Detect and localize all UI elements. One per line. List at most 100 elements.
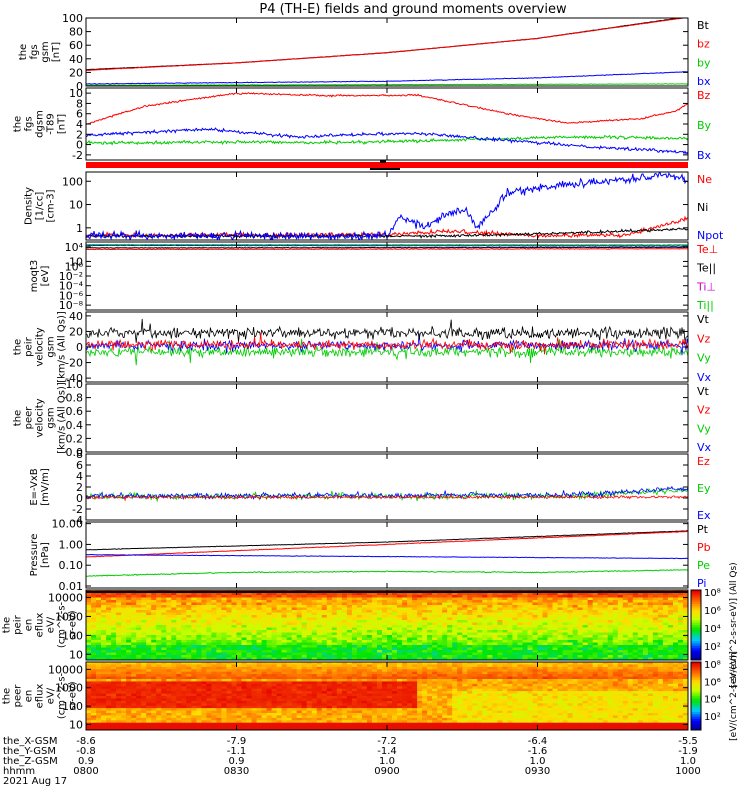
series-line-bt <box>86 18 688 70</box>
y-axis-label: gsm <box>46 407 57 428</box>
y-axis-label: fgs <box>29 44 40 59</box>
y-axis-label: the <box>2 617 13 633</box>
y-tick-label: -20 <box>65 357 83 370</box>
y-tick-label: 0.4 <box>66 419 84 432</box>
panel-dgsm: -20246810thefgsdgsm-T89[nT]BzByBx <box>13 87 712 162</box>
y-tick-label: 20 <box>69 325 83 338</box>
legend-label: Vy <box>697 422 711 435</box>
y-tick-label: 10 <box>69 199 83 212</box>
y-axis-label: [eV] <box>40 266 51 287</box>
legend-label: Vx <box>697 371 712 384</box>
legend-label: Vx <box>697 441 712 454</box>
series-line-vt <box>86 319 688 344</box>
y-tick-label: 40 <box>69 53 83 66</box>
series-line-te <box>86 247 688 248</box>
y-axis-label: [cm-3] <box>46 189 57 222</box>
y-axis-label: velocity <box>35 398 46 437</box>
y-tick-label: 0.2 <box>66 432 84 445</box>
y-tick-label: 1.0 <box>66 378 84 391</box>
y-tick-label: 0.6 <box>66 405 84 418</box>
legend-label: Ey <box>697 482 711 495</box>
y-tick-label: 40 <box>69 310 83 323</box>
y-tick-label: 1 <box>76 222 83 235</box>
chart-svg: P4 (TH-E) fields and ground moments over… <box>0 0 750 800</box>
legend-label: Vt <box>697 313 710 326</box>
legend-label: Bx <box>697 149 712 162</box>
legend-label: Npot <box>697 229 724 242</box>
panel-frame <box>86 242 688 310</box>
legend-label: Pt <box>697 523 709 536</box>
series-line-pb <box>86 531 688 557</box>
panel-frame <box>86 312 688 382</box>
y-tick-label: 0 <box>76 341 83 354</box>
y-axis-label: gsm <box>46 336 57 357</box>
y-axis-label: peir <box>13 614 24 634</box>
panel-peir: -40-2002040thepeirvelocitygsm[km/s (All … <box>13 310 712 385</box>
legend-label: Bt <box>697 19 710 32</box>
series-line-pe <box>86 570 688 577</box>
y-axis-label: [km/s (All Qs)] <box>57 311 68 383</box>
panel-peer: 0.00.20.40.60.81.0thepeervelocitygsm[km/… <box>13 378 712 459</box>
panel-efield: -4-202468E=-VxB[mV/m]EzEyEx <box>29 448 711 527</box>
y-axis-label: [nT] <box>51 42 62 62</box>
legend-label: bx <box>697 75 711 88</box>
panel-frame <box>86 18 688 86</box>
legend-label: Ez <box>697 455 710 468</box>
panel-moqt3: 10⁴10⁲10⁰10⁻²10⁻⁴10⁻⁶10⁻⁸moqt3[eV]Te⊥Te|… <box>29 241 718 312</box>
series-line-pi <box>86 555 688 559</box>
legend-label: Vz <box>697 404 711 417</box>
y-axis-label: eflux <box>35 613 46 638</box>
y-tick-label: 0.10 <box>59 559 84 572</box>
y-axis-label: fgs <box>24 116 35 131</box>
y-axis-label: [km/s (All Qs)] <box>57 382 68 454</box>
y-axis-label: Pressure <box>29 534 40 577</box>
y-axis-label: en <box>24 619 35 632</box>
series-line-te <box>86 249 688 250</box>
legend-label: Te⊥ <box>696 243 718 256</box>
legend-label: Pe <box>697 559 710 572</box>
y-axis-label: [mV/m] <box>40 468 51 506</box>
y-axis-label: [1/cc] <box>35 192 46 221</box>
y-axis-label: velocity <box>35 327 46 366</box>
panel-frame <box>86 384 688 452</box>
y-tick-label: 10 <box>69 87 83 100</box>
legend-label: by <box>697 56 711 69</box>
legend-label: Ti|| <box>696 299 714 312</box>
legend-label: Pb <box>697 541 711 554</box>
series-line-by <box>86 136 688 145</box>
legend-label: Te|| <box>696 262 716 275</box>
y-axis-label: moqt3 <box>29 260 40 293</box>
y-tick-label: 10⁴ <box>65 241 84 254</box>
y-axis-label: -T89 <box>46 113 57 135</box>
y-tick-label: 0.8 <box>66 392 84 405</box>
y-tick-label: 20 <box>69 66 83 79</box>
legend-label: Ex <box>697 509 711 522</box>
legend-label: Ne <box>697 173 712 186</box>
series-line-bz <box>86 93 688 124</box>
series-line-pt <box>86 531 688 550</box>
y-tick-label: 100 <box>62 175 83 188</box>
legend-label: Ti⊥ <box>696 280 716 293</box>
panel-frame <box>86 88 688 160</box>
y-axis-label: peir <box>24 336 35 356</box>
y-tick-label: 80 <box>69 26 83 39</box>
y-axis-label: peer <box>24 406 35 430</box>
panel-fgs: 020406080100thefgsgsm[nT]Btbzbybx <box>18 12 711 93</box>
spectrogram-cells <box>86 662 689 731</box>
panel-frame <box>86 454 688 520</box>
colorbar-tick-label: 10² <box>704 642 721 653</box>
panel-density: 110100Density[1/cc][cm-3]NeNiNpot <box>24 172 724 242</box>
panel-pressure: 0.010.101.0010.00Pressure[nPa]PtPbPePi <box>29 518 711 593</box>
y-axis-label: the <box>13 339 24 355</box>
figure-title: P4 (TH-E) fields and ground moments over… <box>259 2 567 17</box>
legend-label: By <box>697 119 712 132</box>
y-tick-label: 100 <box>62 12 83 25</box>
panel-peer-spec: 10²10⁴10⁶10⁸[eV/(cm^2-s-sr-eV)]101001000… <box>2 651 740 741</box>
y-axis-label: (cm^2-s- <box>57 601 68 648</box>
y-tick-label: 10.00 <box>52 518 84 531</box>
overview-figure: P4 (TH-E) fields and ground moments over… <box>0 0 750 800</box>
spectrogram-cells <box>86 590 689 661</box>
colorbar-tick-label: 10⁶ <box>704 606 721 617</box>
series-line-bz <box>86 18 688 70</box>
legend-label: Vz <box>697 332 711 345</box>
